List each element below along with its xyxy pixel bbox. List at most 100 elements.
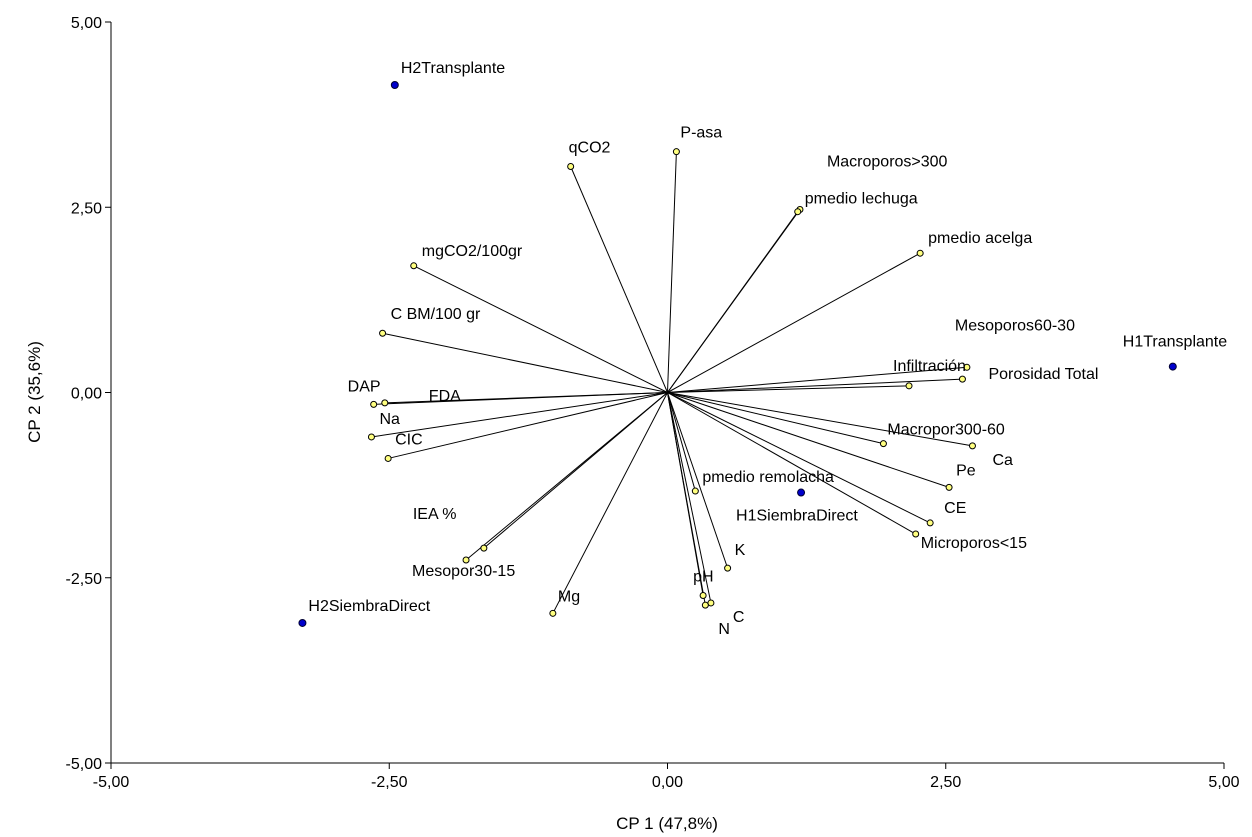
observation-point bbox=[797, 488, 806, 497]
y-tick-label: 5,00 bbox=[71, 15, 102, 32]
variable-point bbox=[701, 601, 709, 609]
vector-line bbox=[371, 392, 668, 438]
vector-line bbox=[667, 252, 921, 393]
x-tick-label: 2,50 bbox=[930, 774, 961, 791]
variable-point bbox=[794, 208, 802, 216]
observation-label: H1SiembraDirect bbox=[736, 508, 858, 525]
variable-label: pmedio acelga bbox=[928, 230, 1032, 247]
variable-point bbox=[724, 564, 732, 572]
variable-point bbox=[462, 556, 470, 564]
variable-point bbox=[699, 592, 707, 600]
y-tick-label: -2,50 bbox=[66, 571, 103, 588]
variable-label: P-asa bbox=[680, 125, 722, 142]
variable-point bbox=[912, 530, 920, 538]
y-tick-label: 2,50 bbox=[71, 200, 102, 217]
variable-point bbox=[945, 483, 953, 491]
vector-line bbox=[667, 392, 729, 569]
variable-label: Na bbox=[379, 411, 400, 428]
variable-label: qCO2 bbox=[569, 139, 611, 156]
x-tick-label: -5,00 bbox=[93, 774, 130, 791]
variable-label: C bbox=[733, 609, 745, 626]
variable-point bbox=[916, 249, 924, 257]
variable-label: K bbox=[735, 542, 746, 559]
variable-label: Mesopor30-15 bbox=[412, 563, 515, 580]
variable-label: CE bbox=[944, 500, 966, 517]
vector-line bbox=[667, 392, 950, 488]
variable-vectors bbox=[371, 151, 973, 614]
variable-point bbox=[905, 382, 913, 390]
vector-line bbox=[667, 392, 916, 535]
variable-label: Macropor300-60 bbox=[887, 422, 1005, 439]
vector-line bbox=[667, 366, 967, 393]
variable-label: mgCO2/100gr bbox=[422, 243, 523, 260]
variable-label: Pe bbox=[956, 462, 976, 479]
vector-line bbox=[388, 392, 668, 459]
vector-line bbox=[667, 385, 910, 393]
x-tick-label: 5,00 bbox=[1208, 774, 1239, 791]
variable-point bbox=[963, 363, 971, 371]
variable-label: IEA % bbox=[413, 506, 457, 523]
vector-line bbox=[667, 378, 963, 393]
variable-point bbox=[567, 162, 575, 170]
observation-points bbox=[298, 80, 1177, 627]
variable-label: Macroporos>300 bbox=[827, 153, 948, 170]
vector-line bbox=[384, 392, 668, 404]
observation-label: H2SiembraDirect bbox=[308, 598, 430, 615]
variable-point bbox=[384, 454, 392, 462]
vector-line bbox=[465, 392, 668, 561]
variable-label: pH bbox=[693, 569, 713, 586]
variable-label: C BM/100 gr bbox=[391, 306, 481, 323]
variable-point bbox=[370, 400, 378, 408]
x-tick-label: -2,50 bbox=[371, 774, 408, 791]
vector-line bbox=[667, 211, 799, 393]
variable-label: Microporos<15 bbox=[921, 535, 1027, 552]
variable-label: Infiltración bbox=[893, 358, 966, 375]
vector-line bbox=[667, 392, 884, 445]
variable-label: FDA bbox=[429, 388, 461, 405]
variable-point bbox=[691, 487, 699, 495]
variable-point bbox=[549, 609, 557, 617]
y-axis-title: CP 2 (35,6%) bbox=[25, 341, 44, 443]
vector-line bbox=[667, 392, 931, 524]
vector-line bbox=[667, 392, 973, 447]
variable-point bbox=[672, 148, 680, 156]
observation-point bbox=[1168, 362, 1177, 371]
observation-point bbox=[298, 618, 307, 627]
variable-label: N bbox=[718, 621, 730, 638]
variable-point bbox=[968, 442, 976, 450]
vector-line bbox=[667, 392, 696, 492]
ticks: -5,00 -2,50 0,00 2,50 5,00 -5,00 -2,50 0,00 2,50… bbox=[66, 15, 1240, 791]
point-labels: qCO2 P-asa Macroporos>300 pmedio lechuga pme… bbox=[308, 60, 1227, 638]
variable-point bbox=[879, 440, 887, 448]
variable-label: pmedio remolacha bbox=[702, 469, 834, 486]
variable-point bbox=[379, 329, 387, 337]
variable-label: Ca bbox=[992, 452, 1013, 469]
observation-label: H1Transplante bbox=[1123, 334, 1227, 351]
vector-line bbox=[667, 392, 706, 606]
y-tick-label: -5,00 bbox=[66, 756, 103, 773]
variable-label: DAP bbox=[348, 378, 381, 395]
vector-line bbox=[570, 166, 668, 393]
vector-line bbox=[667, 392, 712, 604]
variable-point bbox=[381, 399, 389, 407]
variable-label: Mg bbox=[558, 588, 580, 605]
variable-label: pmedio lechuga bbox=[805, 191, 918, 208]
variable-point bbox=[410, 262, 418, 270]
observation-point bbox=[390, 80, 399, 89]
vector-line bbox=[667, 151, 677, 393]
y-tick-label: 0,00 bbox=[71, 386, 102, 403]
variable-point bbox=[480, 544, 488, 552]
variable-label: CIC bbox=[395, 431, 423, 448]
vector-line bbox=[382, 332, 668, 393]
variable-label: Porosidad Total bbox=[988, 366, 1098, 383]
variable-point bbox=[958, 375, 966, 383]
vector-line bbox=[413, 265, 668, 393]
variable-point bbox=[926, 519, 934, 527]
variable-label: Mesoporos60-30 bbox=[955, 317, 1075, 334]
x-axis-title: CP 1 (47,8%) bbox=[616, 814, 718, 833]
observation-label: H2Transplante bbox=[401, 60, 505, 77]
variable-point bbox=[367, 433, 375, 441]
x-tick-label: 0,00 bbox=[652, 774, 683, 791]
variable-points bbox=[367, 148, 976, 617]
